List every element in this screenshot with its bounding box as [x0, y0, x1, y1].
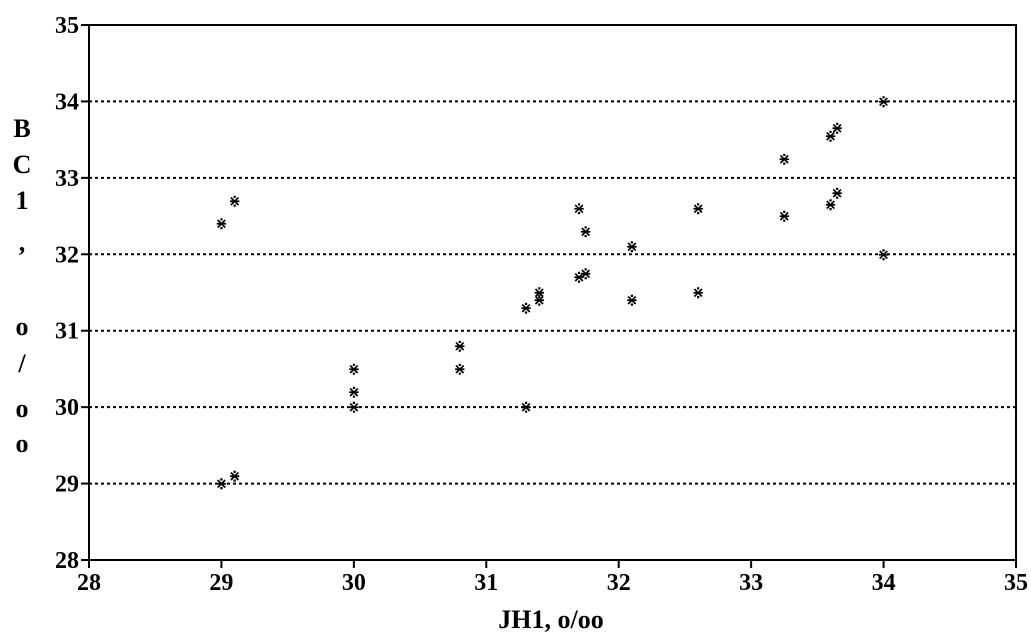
y-axis-title-char: o [16, 429, 29, 458]
data-point: ⋇ [533, 284, 546, 302]
x-tick-label: 34 [872, 570, 896, 596]
data-point: ⋇ [824, 127, 837, 145]
y-tick-label: 28 [55, 548, 79, 574]
x-tick-label: 32 [607, 570, 631, 596]
y-axis-title-char: 1 [16, 186, 29, 215]
data-point: ⋇ [579, 222, 592, 240]
data-point: ⋇ [692, 284, 705, 302]
data-point: ⋇ [228, 192, 241, 210]
y-axis-ticks: 28 29 30 31 32 33 34 35 [55, 13, 89, 574]
data-point: ⋇ [573, 199, 586, 217]
y-tick-label: 33 [55, 166, 79, 192]
y-axis-title-char: o [16, 312, 29, 341]
y-axis-title-char: , [19, 228, 26, 257]
y-tick-label: 30 [55, 395, 79, 421]
x-tick-label: 33 [739, 570, 763, 596]
x-tick-label: 28 [77, 570, 101, 596]
plot-frame [88, 24, 1017, 561]
data-point: ⋇ [454, 360, 467, 378]
y-axis-title-char: C [13, 150, 32, 179]
data-point: ⋇ [824, 196, 837, 214]
data-point: ⋇ [778, 150, 791, 168]
data-points: ⋇⋇⋇ ⋇⋇⋇⋇⋇⋇⋇⋇⋇⋇⋇⋇⋇⋇⋇⋇⋇⋇⋇⋇⋇⋇⋇⋇⋇⋇ [215, 92, 890, 492]
data-point: ⋇ [626, 291, 639, 309]
data-point: ⋇ [348, 360, 361, 378]
data-point: ⋇ [454, 337, 467, 355]
data-point: ⋇ [215, 215, 228, 233]
grid-lines [89, 100, 1016, 485]
y-tick-label: 29 [55, 472, 79, 498]
data-point: ⋇ [831, 184, 844, 202]
data-point: ⋇ [831, 119, 844, 137]
x-axis-title: JH1, o/oo [498, 605, 603, 634]
data-point: ⋇ [877, 245, 890, 263]
data-point: ⋇ [877, 92, 890, 110]
x-tick-label: 35 [1004, 570, 1028, 596]
data-point: ⋇ [778, 207, 791, 225]
x-tick-label: 31 [474, 570, 498, 596]
y-axis-title: BC1,o/oo [13, 114, 32, 458]
data-point: ⋇ [348, 398, 361, 416]
data-point: ⋇ [573, 268, 586, 286]
data-point: ⋇ [348, 383, 361, 401]
y-tick-label: 35 [55, 13, 79, 39]
y-axis-title-char: / [17, 349, 26, 378]
data-point: ⋇ [626, 238, 639, 256]
x-axis-ticks: 28 29 30 31 32 33 34 35 [77, 560, 1028, 596]
y-tick-label: 34 [55, 89, 79, 115]
x-tick-label: 29 [209, 570, 233, 596]
y-tick-label: 32 [55, 242, 79, 268]
data-point: ⋇ [228, 467, 241, 485]
data-point: ⋇ [533, 291, 546, 309]
data-point: ⋇ [215, 475, 228, 493]
data-point: ⋇ [520, 398, 533, 416]
data-point: ⋇ [520, 299, 533, 317]
y-tick-label: 31 [55, 319, 79, 345]
y-axis-title-char: B [13, 114, 30, 143]
x-tick-label: 30 [342, 570, 366, 596]
y-axis-title-char: o [16, 394, 29, 423]
data-point: ⋇ [579, 264, 592, 282]
data-point: ⋇ [692, 199, 705, 217]
